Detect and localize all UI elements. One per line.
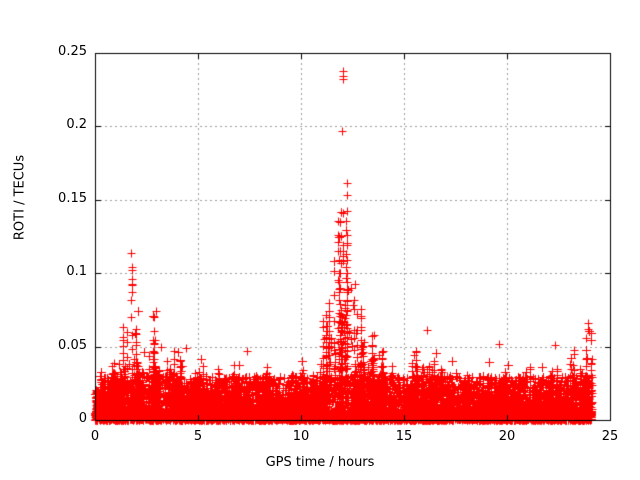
y-tick-label: 0.25 bbox=[58, 44, 87, 59]
y-tick-label: 0 bbox=[78, 411, 87, 426]
y-tick-label: 0.15 bbox=[58, 190, 87, 206]
y-tick-label: 0.1 bbox=[66, 264, 87, 280]
x-tick-label: 20 bbox=[498, 429, 516, 444]
x-tick-label: 10 bbox=[292, 429, 310, 444]
y-axis-label: ROTI / TECUs bbox=[12, 154, 28, 241]
x-tick-label: 5 bbox=[193, 429, 203, 444]
x-tick-label: 0 bbox=[90, 429, 100, 444]
x-axis-label: GPS time / hours bbox=[265, 455, 375, 470]
y-tick-label: 0.05 bbox=[58, 337, 87, 353]
x-tick-label: 25 bbox=[601, 429, 619, 444]
x-tick-label: 15 bbox=[395, 429, 413, 444]
y-tick-label: 0.2 bbox=[66, 117, 87, 133]
